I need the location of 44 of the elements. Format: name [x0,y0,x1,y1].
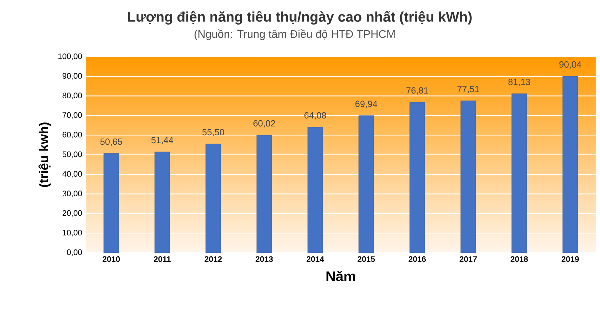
y-tick-label: 30,00 [62,190,82,198]
x-tick-label: 2011 [154,256,171,262]
y-tick-label: 70,00 [62,112,82,120]
y-tick-label: 60,00 [62,132,82,139]
y-tick-label: 0,00 [67,250,82,256]
x-tick-label: 2019 [562,256,580,262]
bar [256,135,272,253]
x-tick-label: 2013 [256,256,274,262]
x-tick-label: 2010 [102,256,120,262]
bar [460,100,476,253]
bar [206,144,222,253]
data-label: 51,44 [152,137,174,145]
y-tick-label: 90,00 [62,73,82,80]
y-axis-title: (triệu kwh) [38,122,52,188]
y-tick-label: 80,00 [62,92,82,100]
y-tick-label: 100,00 [58,54,82,60]
data-label: 90,04 [560,62,582,69]
y-tick-label: 40,00 [62,171,82,178]
bar [154,152,170,253]
data-label: 77,51 [458,86,480,94]
bar [562,76,578,253]
y-tick-label: 10,00 [63,230,82,237]
y-tick-label: 50,00 [62,152,82,158]
x-tick-label: 2017 [460,256,478,262]
data-label: 76,81 [406,87,428,95]
x-tick-label: 2016 [408,256,426,262]
x-tick-label: 2012 [204,256,222,262]
x-axis-title: Năm [326,271,356,282]
data-label: 50,65 [100,138,122,146]
x-tick-label: 2018 [510,256,528,262]
x-tick-label: 2014 [306,256,324,262]
chart-title: Lượng điện năng tiêu thụ/ngày cao nhất (triệu kWh) [128,11,472,25]
bar [308,127,324,253]
data-label: 60,02 [254,120,276,128]
bar [410,102,426,253]
bar [512,94,528,253]
y-tick-label: 20,00 [62,210,82,218]
data-label: 81,13 [508,79,530,86]
data-label: 55,50 [202,129,224,137]
chart-subtitle: (Nguồn: Trung tâm Điều độ HTĐ TPHCM [194,30,395,40]
data-label: 69,94 [356,100,378,108]
x-tick-label: 2015 [358,256,376,262]
bar [104,154,120,253]
bar [358,116,374,253]
